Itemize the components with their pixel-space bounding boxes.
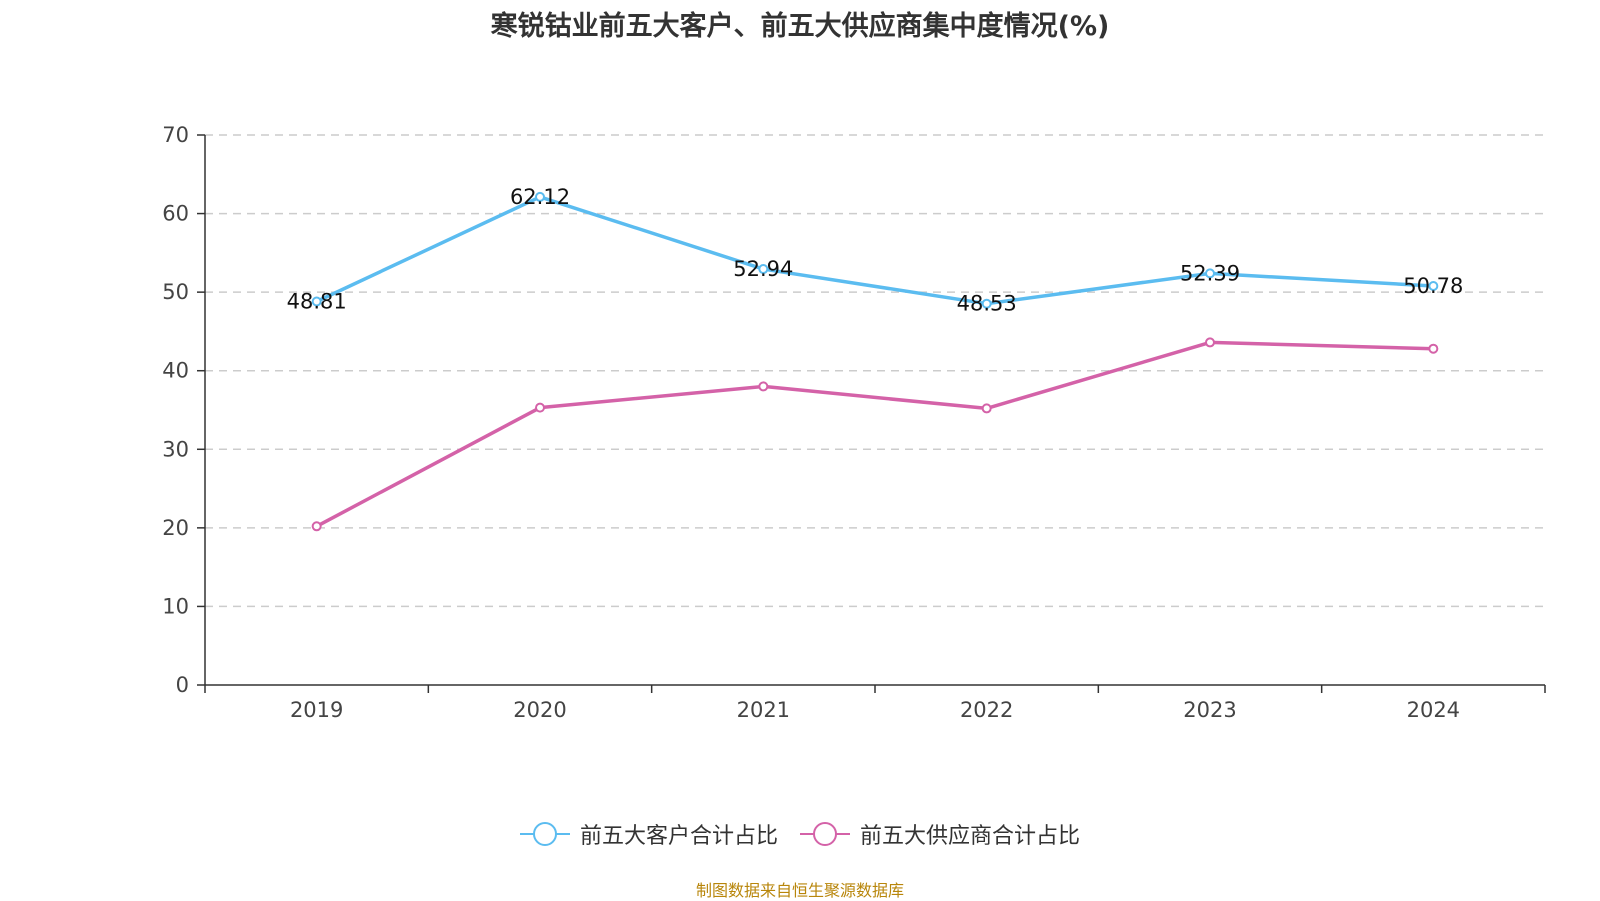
x-tick-label: 2019 bbox=[290, 698, 343, 722]
data-labels: 48.81 62.12 52.94 48.53 52.39 50.78 bbox=[287, 185, 1464, 316]
data-point bbox=[1205, 337, 1215, 348]
y-axis-ticks: 0 10 20 30 40 50 60 70 bbox=[162, 123, 205, 697]
data-point bbox=[311, 296, 322, 307]
x-tick-label: 2024 bbox=[1407, 698, 1460, 722]
x-tick-label: 2023 bbox=[1183, 698, 1236, 722]
data-label: 62.12 bbox=[510, 185, 570, 209]
legend-label-suppliers: 前五大供应商合计占比 bbox=[860, 824, 1081, 849]
x-tick-label: 2021 bbox=[737, 698, 790, 722]
x-tick-label: 2022 bbox=[960, 698, 1013, 722]
grid-lines bbox=[205, 134, 1545, 608]
data-point bbox=[1428, 281, 1439, 292]
legend: 前五大客户合计占比 前五大供应商合计占比 bbox=[0, 818, 1600, 850]
data-label: 48.53 bbox=[957, 292, 1017, 316]
y-tick-label: 0 bbox=[176, 673, 189, 697]
data-label: 52.39 bbox=[1180, 261, 1240, 285]
data-label: 52.94 bbox=[733, 257, 793, 281]
data-point bbox=[535, 191, 545, 202]
y-tick-label: 30 bbox=[162, 437, 189, 461]
data-point bbox=[311, 521, 322, 532]
data-point bbox=[981, 298, 992, 309]
data-source-note: 制图数据来自恒生聚源数据库 bbox=[695, 881, 904, 900]
y-tick-label: 60 bbox=[162, 202, 189, 226]
line-chart: 0 10 20 30 40 50 60 70 2019 2020 2021 2022 2023 2024… bbox=[162, 123, 1546, 722]
series-line-0 bbox=[315, 195, 1434, 306]
y-tick-label: 70 bbox=[162, 123, 189, 147]
legend-marker-customers-icon bbox=[519, 822, 570, 846]
x-axis-ticks: 2019 2020 2021 2022 2023 2024 bbox=[204, 685, 1546, 722]
data-point bbox=[758, 264, 769, 275]
x-tick-label: 2020 bbox=[513, 698, 566, 722]
legend-marker-suppliers-icon bbox=[800, 822, 850, 846]
legend-item-suppliers[interactable]: 前五大供应商合计占比 bbox=[800, 818, 1080, 850]
series-line-1 bbox=[315, 340, 1434, 528]
axes bbox=[204, 135, 1545, 686]
y-tick-label: 50 bbox=[162, 280, 189, 304]
legend-item-customers[interactable]: 前五大客户合计占比 bbox=[519, 818, 778, 850]
data-point bbox=[1428, 343, 1439, 354]
y-tick-label: 20 bbox=[162, 516, 189, 540]
data-point bbox=[1205, 268, 1215, 279]
data-label: 50.78 bbox=[1403, 274, 1463, 298]
series-group bbox=[311, 191, 1439, 532]
data-label: 48.81 bbox=[287, 289, 347, 313]
data-point bbox=[758, 381, 769, 392]
data-point bbox=[981, 403, 992, 414]
y-tick-label: 10 bbox=[162, 594, 189, 618]
legend-label-customers: 前五大客户合计占比 bbox=[579, 824, 778, 849]
y-tick-label: 40 bbox=[162, 359, 189, 383]
data-point bbox=[535, 402, 545, 413]
chart-title: 寒锐钴业前五大客户、前五大供应商集中度情况(%) bbox=[490, 11, 1110, 42]
